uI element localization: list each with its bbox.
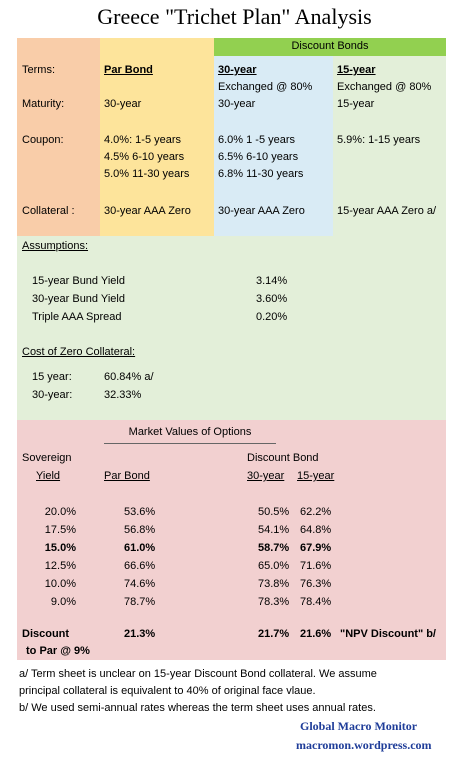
cost-label: 30-year: [32, 389, 73, 401]
assumption-value: 0.20% [256, 311, 288, 323]
row-par: 78.7% [124, 596, 156, 608]
collateral-15: 15-year AAA Zero a/ [337, 205, 437, 217]
row-d30: 58.7% [258, 542, 290, 554]
brand-name: Global Macro Monitor [300, 719, 418, 733]
coupon-par-1: 4.0%: 1-5 years [104, 134, 182, 146]
row-d15: 78.4% [300, 596, 332, 608]
row-par: 66.6% [124, 560, 156, 572]
par-bond-heading: Par Bond [104, 64, 153, 76]
yield-column-header: Yield [36, 470, 61, 482]
cost-collateral-heading: Cost of Zero Collateral: [22, 346, 136, 358]
par-bond-region [100, 38, 214, 236]
discount-bonds-header: Discount Bonds [291, 40, 369, 52]
footnote-a-line1: a/ Term sheet is unclear on 15-year Disc… [19, 668, 377, 680]
coupon-30-3: 6.8% 11-30 years [218, 168, 304, 180]
row-par: 74.6% [124, 578, 156, 590]
discount-bond-label: Discount Bond [247, 452, 319, 464]
cost-label: 15 year: [32, 371, 72, 383]
row-par: 56.8% [124, 524, 156, 536]
assumptions-region [17, 236, 446, 420]
maturity-15: 15-year [337, 98, 375, 110]
discount-15-region [333, 56, 446, 236]
maturity-par: 30-year [104, 98, 142, 110]
npv-discount-note: "NPV Discount" b/ [340, 628, 436, 640]
assumptions-heading: Assumptions: [22, 240, 89, 252]
assumption-label: 30-year Bund Yield [32, 293, 125, 305]
collateral-label: Collateral : [22, 205, 75, 217]
assumption-value: 3.14% [256, 275, 288, 287]
collateral-par: 30-year AAA Zero [104, 205, 191, 217]
market-values-rule [104, 443, 276, 444]
row-yield: 17.5% [44, 524, 76, 536]
footnote-b: b/ We used semi-annual rates whereas the… [19, 702, 376, 714]
assumption-label: Triple AAA Spread [32, 311, 122, 323]
row-d30: 65.0% [258, 560, 290, 572]
discount-30-heading: 30-year [218, 64, 257, 76]
row-d15: 62.2% [300, 506, 332, 518]
coupon-par-3: 5.0% 11-30 years [104, 168, 190, 180]
row-d15: 64.8% [300, 524, 332, 536]
coupon-15: 5.9%: 1-15 years [337, 134, 421, 146]
row-yield: 20.0% [44, 506, 76, 518]
discount-30-region [214, 56, 333, 236]
discount-15: 21.6% [300, 628, 332, 640]
row-d15: 76.3% [300, 578, 332, 590]
discount-sublabel: to Par @ 9% [26, 645, 90, 657]
row-yield: 9.0% [50, 596, 76, 608]
maturity-label: Maturity: [22, 98, 65, 110]
row-yield: 15.0% [44, 542, 76, 554]
row-par: 53.6% [124, 506, 156, 518]
assumption-value: 3.60% [256, 293, 288, 305]
market-values-heading: Market Values of Options [128, 426, 252, 438]
brand-url: macromon.wordpress.com [296, 738, 432, 752]
footnote-a-line2: principal collateral is equivalent to 40… [19, 685, 316, 697]
row-yield: 12.5% [44, 560, 76, 572]
coupon-30-1: 6.0% 1 -5 years [218, 134, 296, 146]
terms-label-region [17, 38, 100, 236]
market-values-region [17, 420, 446, 660]
row-d30: 78.3% [258, 596, 290, 608]
discount-label: Discount [22, 628, 70, 640]
terms-label: Terms: [22, 64, 55, 76]
maturity-30: 30-year [218, 98, 256, 110]
discount-30-column-header: 30-year [247, 470, 285, 482]
sovereign-label: Sovereign [22, 452, 72, 464]
exchanged-30: Exchanged @ 80% [218, 81, 313, 93]
discount-30: 21.7% [258, 628, 290, 640]
discount-bonds-header-band [214, 38, 446, 56]
cost-value: 60.84% a/ [104, 371, 154, 383]
row-d30: 54.1% [258, 524, 290, 536]
discount-15-column-header: 15-year [297, 470, 335, 482]
page-title: Greece "Trichet Plan" Analysis [97, 4, 372, 29]
collateral-30: 30-year AAA Zero [218, 205, 305, 217]
coupon-30-2: 6.5% 6-10 years [218, 151, 299, 163]
row-d30: 50.5% [258, 506, 290, 518]
exchanged-15: Exchanged @ 80% [337, 81, 432, 93]
row-d30: 73.8% [258, 578, 290, 590]
cost-value: 32.33% [104, 389, 142, 401]
assumption-label: 15-year Bund Yield [32, 275, 125, 287]
discount-par: 21.3% [124, 628, 156, 640]
row-par: 61.0% [124, 542, 156, 554]
par-bond-column-header: Par Bond [104, 470, 150, 482]
row-yield: 10.0% [44, 578, 76, 590]
discount-15-heading: 15-year [337, 64, 376, 76]
row-d15: 67.9% [300, 542, 332, 554]
coupon-label: Coupon: [22, 134, 64, 146]
row-d15: 71.6% [300, 560, 332, 572]
coupon-par-2: 4.5% 6-10 years [104, 151, 185, 163]
